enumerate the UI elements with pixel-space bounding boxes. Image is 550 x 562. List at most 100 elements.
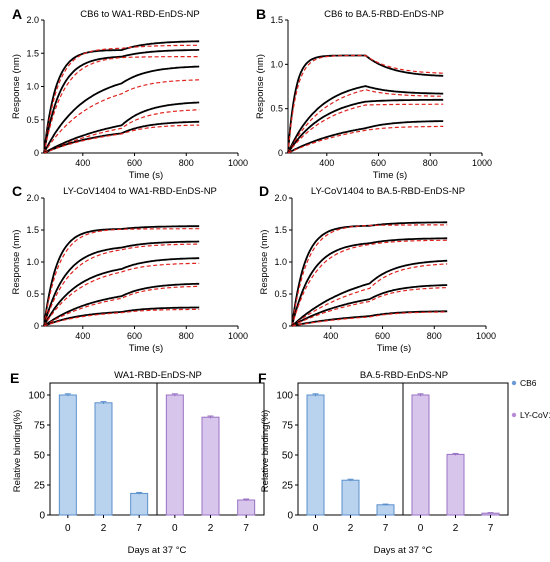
y-tick-label: 1.0 [270, 59, 283, 69]
x-tick-label: 0 [65, 523, 71, 534]
panel-f: F BA.5-RBD-EnDS-NP 0 25 50 75 100 Relative bind… [258, 370, 509, 556]
x-tick-label: 7 [383, 523, 389, 534]
fit-curve-4 [43, 109, 200, 154]
x-tick-label: 2 [348, 523, 354, 534]
x-tick-label: 0 [172, 523, 178, 534]
y-tick-label: 1.5 [26, 48, 39, 58]
y-tick-label: 75 [282, 421, 294, 432]
x-axis-label: Time (s) [377, 343, 411, 354]
y-tick-label: 1.5 [26, 225, 39, 235]
bar-ly-cov1404-day-0 [165, 394, 184, 516]
x-tick-label: 0 [418, 523, 424, 534]
y-tick-label: 0 [34, 321, 39, 331]
x-axis-label: Days at 37 °C [128, 545, 187, 556]
fit-curve-3 [287, 103, 444, 154]
chart-title: LY-CoV1404 to WA1-RBD-EnDS-NP [63, 186, 217, 197]
legend: CB6 LY-CoV1404 [511, 378, 550, 420]
x-tick-label: 800 [427, 331, 442, 341]
fit-curve-1 [43, 44, 200, 154]
x-tick-label: 7 [136, 523, 142, 534]
x-tick-label: 0 [313, 523, 319, 534]
binding-trace-1 [43, 40, 200, 154]
chart-title: CB6 to BA.5-RBD-EnDS-NP [324, 9, 444, 20]
legend-label: CB6 [520, 378, 537, 388]
fit-curve-3 [43, 79, 200, 154]
x-tick-label: 800 [179, 158, 194, 168]
binding-trace-3 [43, 65, 200, 154]
x-tick-label: 400 [319, 158, 334, 168]
x-tick-label: 7 [243, 523, 249, 534]
bar-ly-cov1404-day-0 [411, 394, 430, 516]
y-tick-label: 1.0 [26, 257, 39, 267]
x-tick-label: 400 [75, 158, 90, 168]
binding-trace-2 [43, 240, 200, 327]
y-axis-label: Relative binding(%) [260, 410, 271, 492]
x-tick-label: 600 [375, 331, 390, 341]
x-tick-label: 1000 [228, 158, 248, 168]
binding-trace-4 [291, 284, 448, 327]
y-axis-label: Response (nm) [259, 230, 270, 295]
x-tick-label: 400 [323, 331, 338, 341]
bar-cb6-day-2 [94, 402, 113, 516]
x-tick-label: 2 [101, 523, 107, 534]
panel-label: E [10, 370, 19, 386]
y-tick-label: 0 [287, 511, 293, 522]
chart-title: CB6 to WA1-RBD-EnDS-NP [80, 9, 199, 20]
x-tick-label: 800 [423, 158, 438, 168]
y-axis-label: Response (nm) [11, 230, 22, 295]
bar-cb6-day-0 [58, 394, 77, 516]
fit-curve-1 [287, 54, 444, 154]
fit-curve-5 [43, 308, 200, 327]
bar-cb6-day-7 [376, 504, 395, 516]
panel-label: A [12, 6, 22, 22]
chart-title: WA1-RBD-EnDS-NP [114, 370, 202, 381]
y-tick-label: 25 [282, 481, 294, 492]
fit-curve-1 [43, 228, 200, 327]
fit-curve-4 [287, 125, 444, 154]
panel-label: C [12, 183, 22, 199]
fit-curve-4 [43, 285, 200, 327]
x-tick-label: 1000 [476, 331, 496, 341]
y-tick-label: 75 [34, 421, 46, 432]
x-tick-label: 600 [371, 158, 386, 168]
y-tick-label: 2.0 [26, 15, 39, 25]
panel-e: E WA1-RBD-EnDS-NP 0 25 50 75 100 Relative bindi… [10, 370, 265, 556]
binding-trace-3 [43, 257, 200, 327]
y-tick-label: 0.5 [26, 289, 39, 299]
binding-trace-2 [291, 237, 448, 327]
y-tick-label: 50 [34, 451, 46, 462]
legend-marker [511, 380, 517, 386]
bar-ly-cov1404-day-2 [446, 453, 465, 516]
x-tick-label: 7 [488, 523, 494, 534]
y-tick-label: 2.0 [274, 193, 287, 203]
bar-ly-cov1404-day-2 [201, 416, 220, 516]
y-tick-label: 1.5 [274, 225, 287, 235]
y-tick-label: 0.5 [274, 289, 287, 299]
y-tick-label: 2.0 [26, 193, 39, 203]
x-tick-label: 2 [208, 523, 214, 534]
x-axis-label: Days at 37 °C [374, 545, 433, 556]
panel-d: D LY-CoV1404 to BA.5-RBD-EnDS-NP 0 0.5 1.0 1.… [259, 183, 496, 354]
binding-trace-1 [287, 54, 444, 154]
binding-trace-3 [291, 259, 448, 327]
binding-trace-1 [43, 225, 200, 327]
x-tick-label: 800 [179, 331, 194, 341]
fit-curve-5 [43, 124, 200, 154]
binding-trace-4 [287, 120, 444, 154]
y-axis-label: Response (nm) [11, 54, 22, 119]
x-tick-label: 600 [127, 331, 142, 341]
x-axis-label: Time (s) [129, 170, 163, 181]
y-tick-label: 0 [278, 148, 283, 158]
y-tick-label: 50 [282, 451, 294, 462]
y-tick-label: 100 [276, 391, 293, 402]
binding-trace-2 [287, 85, 444, 154]
y-tick-label: 0 [282, 321, 287, 331]
binding-trace-4 [43, 101, 200, 154]
binding-trace-2 [43, 49, 200, 154]
bar-cb6-day-7 [130, 492, 149, 516]
x-axis-label: Time (s) [373, 170, 407, 181]
y-tick-label: 1.0 [274, 257, 287, 267]
binding-trace-5 [43, 306, 200, 327]
legend-label: LY-CoV1404 [520, 410, 550, 420]
